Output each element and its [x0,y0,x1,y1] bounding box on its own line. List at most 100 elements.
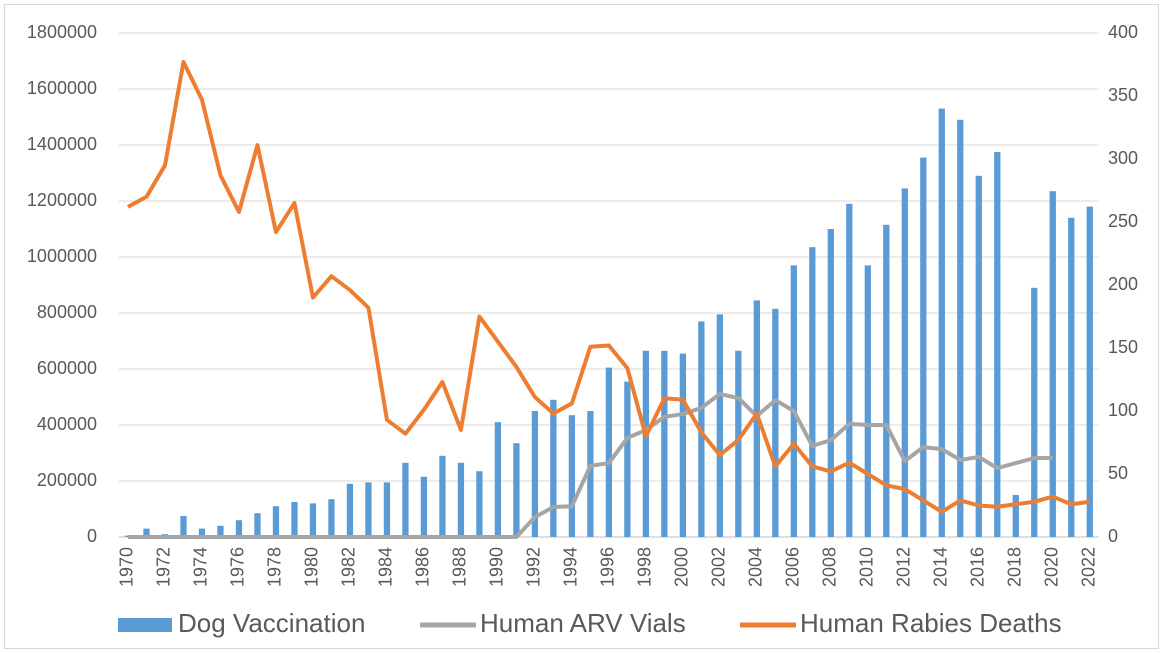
bar [920,157,927,537]
x-tick-label: 2022 [1079,547,1099,587]
bar [661,350,668,537]
y-tick-label: 1400000 [27,134,97,154]
bar [476,471,483,537]
bar [1031,287,1038,537]
x-tick-label: 2002 [709,547,729,587]
bar [605,367,613,537]
bar [143,528,150,537]
bar [772,308,779,537]
bar [513,443,520,537]
x-tick-label: 1984 [376,547,396,587]
x-tick-label: 1978 [265,547,285,587]
bar [180,516,187,537]
bar [291,502,298,537]
x-tick-label: 2010 [857,547,877,587]
y-tick-label: 1200000 [27,190,97,210]
x-tick-label: 2020 [1042,547,1062,587]
bar [846,203,853,538]
bar [1012,495,1019,537]
y-tick-label: 1000000 [27,246,97,266]
bar [587,411,594,537]
bar [809,247,816,537]
bar [457,462,465,537]
bar [235,520,243,537]
x-tick-label: 2000 [672,547,692,587]
x-tick-label: 2008 [820,547,840,587]
x-tick-label: 1998 [635,547,655,587]
bar [1086,206,1093,537]
x-tick-label: 2014 [931,547,951,587]
bar [494,422,502,537]
y2-tick-label: 250 [1108,211,1138,231]
bar [198,528,206,537]
x-tick-label: 1976 [228,547,248,587]
legend-text: Human Rabies Deaths [800,608,1062,638]
y2-tick-label: 350 [1108,85,1138,105]
x-tick-label: 1992 [524,547,544,587]
bar [957,119,964,538]
y-tick-label: 1600000 [27,78,97,98]
x-tick-label: 2018 [1005,547,1025,587]
bar [975,175,982,538]
x-tick-label: 1970 [117,547,137,587]
bar [1068,217,1075,538]
x-tick-label: 2006 [783,547,803,587]
bar [568,415,576,537]
x-tick-label: 2004 [746,547,766,587]
x-tick-label: 1974 [191,547,211,587]
bar [365,482,372,537]
bar [642,350,650,537]
y-tick-label: 800000 [37,302,97,322]
x-tick-label: 2016 [968,547,988,587]
bar [383,482,391,537]
y2-tick-label: 300 [1108,148,1138,168]
x-tick-label: 1982 [339,547,359,587]
bar [735,350,742,537]
x-tick-label: 1986 [413,547,433,587]
bar [309,503,317,537]
bar [439,455,446,537]
bar [254,513,261,537]
x-tick-label: 1988 [450,547,470,587]
bar [883,224,890,538]
bar [1049,191,1056,537]
bar [827,229,834,537]
line [127,391,1053,539]
bar [550,399,557,537]
bar [901,188,908,537]
x-tick-label: 1972 [154,547,174,587]
y-tick-label: 1800000 [27,22,97,42]
y-tick-label: 400000 [37,414,97,434]
bar [272,506,280,537]
x-tick-label: 1996 [598,547,618,587]
y2-tick-label: 50 [1108,463,1128,483]
y2-tick-label: 200 [1108,274,1138,294]
y2-tick-label: 400 [1108,22,1138,42]
bar [402,462,409,537]
bar [420,476,428,537]
x-tick-label: 2012 [894,547,914,587]
y2-tick-label: 100 [1108,400,1138,420]
bar [679,353,687,537]
legend-text: Human ARV Vials [480,608,686,638]
bar [328,499,335,537]
legend-swatch [118,618,172,632]
bar [624,381,631,537]
y-tick-label: 200000 [37,470,97,490]
x-tick-label: 1990 [487,547,507,587]
bar [346,483,354,537]
y-tick-label: 0 [87,526,97,546]
bar [790,265,797,537]
x-tick-label: 1980 [302,547,322,587]
bar [994,152,1001,537]
bar [864,265,871,537]
y-tick-label: 600000 [37,358,97,378]
bar [217,525,224,537]
y2-tick-label: 150 [1108,337,1138,357]
bar [531,411,539,537]
y2-tick-label: 0 [1108,526,1118,546]
line [127,59,1091,514]
bar [716,314,723,537]
chart-border [4,4,1159,649]
